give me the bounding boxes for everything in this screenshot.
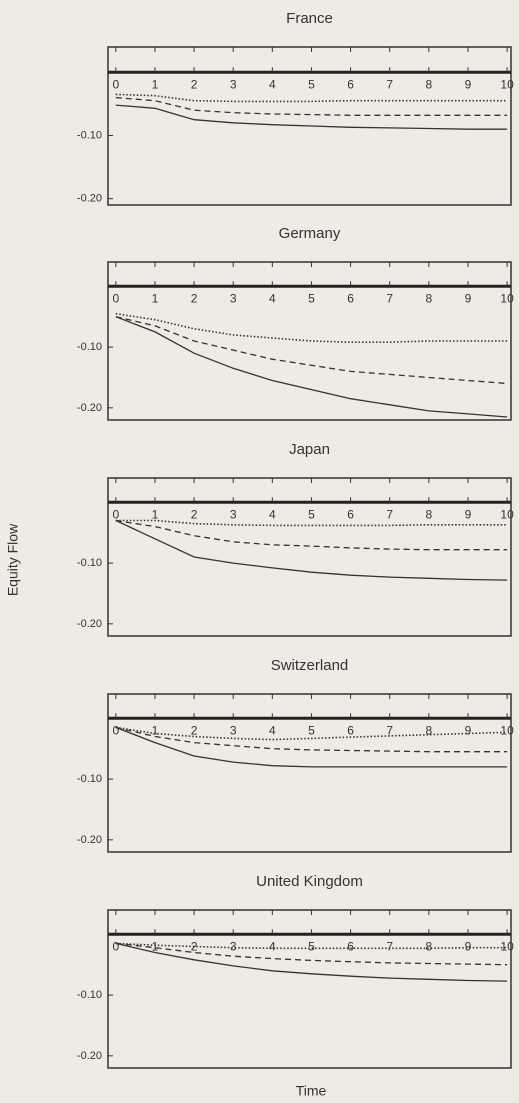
x-tick-label: 1	[152, 939, 159, 953]
x-tick-label: 3	[230, 723, 237, 737]
x-tick-label: 6	[347, 507, 354, 521]
plot-frame	[107, 693, 512, 853]
x-tick-label: 10	[500, 939, 514, 953]
x-tick-label: 7	[386, 507, 393, 521]
x-tick-label: 4	[269, 939, 276, 953]
y-tick-label: -0.10	[77, 129, 102, 141]
line-series	[115, 104, 508, 130]
x-tick-label: 3	[230, 507, 237, 521]
line-series	[115, 942, 508, 982]
line-series	[115, 726, 508, 741]
y-tick-label: -0.20	[77, 834, 102, 846]
line-series	[115, 312, 508, 343]
x-tick-label: 0	[112, 77, 119, 91]
y-tick-label: -0.20	[77, 402, 102, 414]
y-tick-label: -0.20	[77, 1050, 102, 1062]
y-tick-label: -0.10	[77, 989, 102, 1001]
x-tick-label: 2	[191, 291, 198, 305]
x-tick-label: 0	[112, 723, 119, 737]
x-tick-label: 4	[269, 77, 276, 91]
x-tick-label: 8	[425, 507, 432, 521]
panel-title: United Kingdom	[256, 873, 363, 890]
line-series	[115, 942, 508, 950]
plot-frame	[107, 261, 512, 421]
y-tick-label: -0.20	[77, 618, 102, 630]
line-series	[115, 316, 508, 418]
x-tick-label: 6	[347, 77, 354, 91]
x-tick-label: 10	[500, 507, 514, 521]
x-tick-label: 9	[465, 507, 472, 521]
panel-title: France	[286, 10, 333, 27]
x-tick-label: 1	[152, 77, 159, 91]
x-tick-label: 0	[112, 939, 119, 953]
line-series	[115, 93, 508, 103]
x-tick-label: 5	[308, 939, 315, 953]
x-tick-label: 6	[347, 723, 354, 737]
x-tick-label: 6	[347, 939, 354, 953]
x-tick-label: 4	[269, 291, 276, 305]
x-tick-label: 2	[191, 507, 198, 521]
x-tick-label: 2	[191, 77, 198, 91]
panel-title: Germany	[279, 225, 341, 242]
line-series	[115, 316, 508, 385]
x-tick-label: 8	[425, 939, 432, 953]
x-tick-label: 8	[425, 291, 432, 305]
x-tick-label: 4	[269, 507, 276, 521]
y-tick-label: -0.10	[77, 557, 102, 569]
x-tick-label: 4	[269, 723, 276, 737]
x-tick-label: 5	[308, 723, 315, 737]
y-tick-label: -0.10	[77, 773, 102, 785]
panel-title: Japan	[289, 441, 330, 458]
line-series	[115, 519, 508, 581]
x-tick-label: 7	[386, 723, 393, 737]
line-series	[115, 942, 508, 966]
y-tick-label: -0.20	[77, 193, 102, 205]
x-tick-label: 2	[191, 723, 198, 737]
x-tick-label: 8	[425, 77, 432, 91]
x-tick-label: 1	[152, 507, 159, 521]
line-series	[115, 519, 508, 527]
x-tick-label: 1	[152, 291, 159, 305]
x-tick-label: 9	[465, 291, 472, 305]
x-tick-label: 9	[465, 77, 472, 91]
x-tick-label: 1	[152, 723, 159, 737]
plot-frame	[107, 909, 512, 1069]
x-tick-label: 6	[347, 291, 354, 305]
x-tick-label: 7	[386, 939, 393, 953]
plot-frame	[107, 46, 512, 206]
x-tick-label: 0	[112, 507, 119, 521]
x-tick-label: 5	[308, 507, 315, 521]
x-tick-label: 5	[308, 77, 315, 91]
panel-title: Switzerland	[271, 657, 349, 674]
x-tick-label: 0	[112, 291, 119, 305]
x-tick-label: 7	[386, 291, 393, 305]
x-tick-label: 10	[500, 723, 514, 737]
y-tick-label: -0.10	[77, 341, 102, 353]
line-series	[115, 726, 508, 768]
x-axis-label: Time	[296, 1083, 327, 1099]
x-tick-label: 8	[425, 723, 432, 737]
x-tick-label: 3	[230, 939, 237, 953]
x-tick-label: 3	[230, 77, 237, 91]
x-tick-label: 9	[465, 723, 472, 737]
x-tick-label: 10	[500, 77, 514, 91]
x-tick-label: 7	[386, 77, 393, 91]
plot-frame	[107, 477, 512, 637]
x-tick-label: 5	[308, 291, 315, 305]
x-tick-label: 9	[465, 939, 472, 953]
y-axis-label: Equity Flow	[5, 523, 21, 596]
x-tick-label: 10	[500, 291, 514, 305]
x-tick-label: 3	[230, 291, 237, 305]
